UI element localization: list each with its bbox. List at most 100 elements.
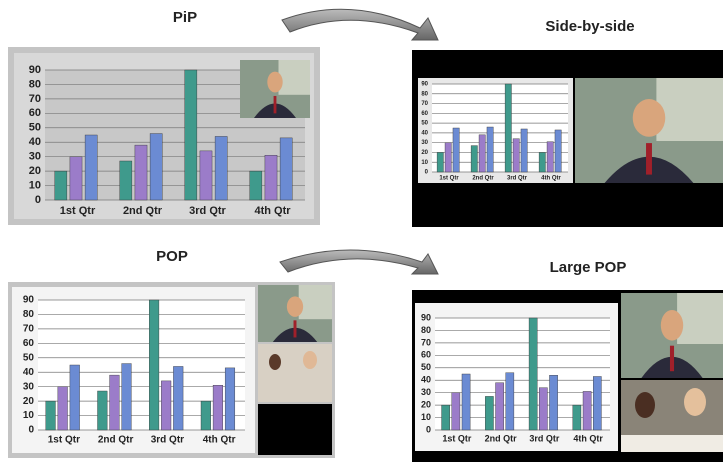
bar [549,375,557,430]
bar [265,155,277,200]
bar [161,381,171,430]
photo-head [269,354,281,370]
y-tick-label: 10 [29,179,41,191]
y-tick-label: 90 [421,82,428,88]
bar [135,145,147,200]
x-tick-label: 2nd Qtr [472,176,494,182]
bar [173,366,183,430]
bar [85,135,97,200]
photo-tie [274,96,277,113]
x-tick-label: 4th Qtr [573,433,603,443]
y-tick-label: 60 [29,107,41,119]
x-tick-label: 3rd Qtr [189,205,226,217]
bar [573,405,581,430]
x-tick-label: 2nd Qtr [98,435,134,446]
bar [539,388,547,430]
bar [437,152,443,172]
bar [70,157,82,200]
panel-title: Large POP [550,259,627,276]
y-tick-label: 0 [28,425,34,436]
arrow [280,250,438,274]
y-tick-label: 30 [421,387,431,397]
photo-backdrop [279,60,311,95]
arrow [282,9,438,40]
y-tick-label: 50 [421,362,431,372]
y-tick-label: 40 [29,136,41,148]
panel-title: PiP [173,9,197,26]
bar [120,161,132,200]
y-tick-label: 70 [23,324,35,335]
x-tick-label: 1st Qtr [439,176,459,182]
x-tick-label: 1st Qtr [60,205,96,217]
bar [149,300,159,430]
y-tick-label: 20 [23,396,35,407]
bar [110,375,120,430]
photo-head [633,99,666,137]
y-tick-label: 60 [23,338,35,349]
y-tick-label: 50 [421,121,428,127]
bar [505,84,511,172]
x-tick-label: 1st Qtr [442,433,472,443]
diagram: PiP 0 10 20 30 40 50 60 70 80 90 1st Qtr 2nd Qtr 3rd … [0,0,723,464]
bar [485,396,493,430]
photo-black [258,404,332,455]
bar [513,139,519,172]
panel-title: POP [156,248,188,265]
bar [487,127,493,172]
y-tick-label: 80 [29,78,41,90]
bar [555,130,561,172]
bar [442,405,450,430]
bar [122,364,132,430]
x-tick-label: 3rd Qtr [151,435,184,446]
bar [452,393,460,430]
x-tick-label: 2nd Qtr [123,205,163,217]
bar [471,146,477,172]
bar [583,391,591,430]
y-tick-label: 30 [421,140,428,146]
y-tick-label: 40 [421,130,428,136]
photo [258,344,332,402]
bar [150,134,162,200]
photo-head [684,388,706,416]
bar [213,385,223,430]
y-tick-label: 10 [23,410,35,421]
bar [521,129,527,172]
photo-head [661,310,683,341]
y-tick-label: 70 [421,101,428,107]
bar [506,373,514,430]
y-tick-label: 60 [421,111,428,117]
y-tick-label: 20 [421,150,428,156]
y-tick-label: 90 [421,312,431,322]
bar [445,143,451,172]
y-tick-label: 70 [29,93,41,105]
photo-backdrop [299,285,332,319]
photo-head [635,392,655,418]
x-tick-label: 4th Qtr [254,205,291,217]
photo-head [303,351,317,369]
photo-tie [294,320,297,337]
photo-tie [646,143,652,175]
y-tick-label: 30 [29,151,41,163]
y-tick-label: 20 [421,399,431,409]
bar [529,318,537,430]
bar [496,383,504,430]
bar [55,171,67,200]
y-tick-label: 0 [35,194,41,206]
photo-head [287,296,303,317]
bar [70,365,80,430]
y-tick-label: 50 [23,352,35,363]
bar [280,138,292,200]
photo-table [621,435,723,452]
photo-backdrop [656,78,723,141]
y-tick-label: 60 [421,350,431,360]
photo-head [267,72,282,93]
y-tick-label: 80 [421,91,428,97]
y-tick-label: 90 [23,295,35,306]
bar [539,152,545,172]
bar [201,401,211,430]
y-tick-label: 0 [426,424,431,434]
y-tick-label: 80 [421,325,431,335]
y-tick-label: 30 [23,381,35,392]
bar [58,387,68,430]
y-tick-label: 50 [29,122,41,134]
